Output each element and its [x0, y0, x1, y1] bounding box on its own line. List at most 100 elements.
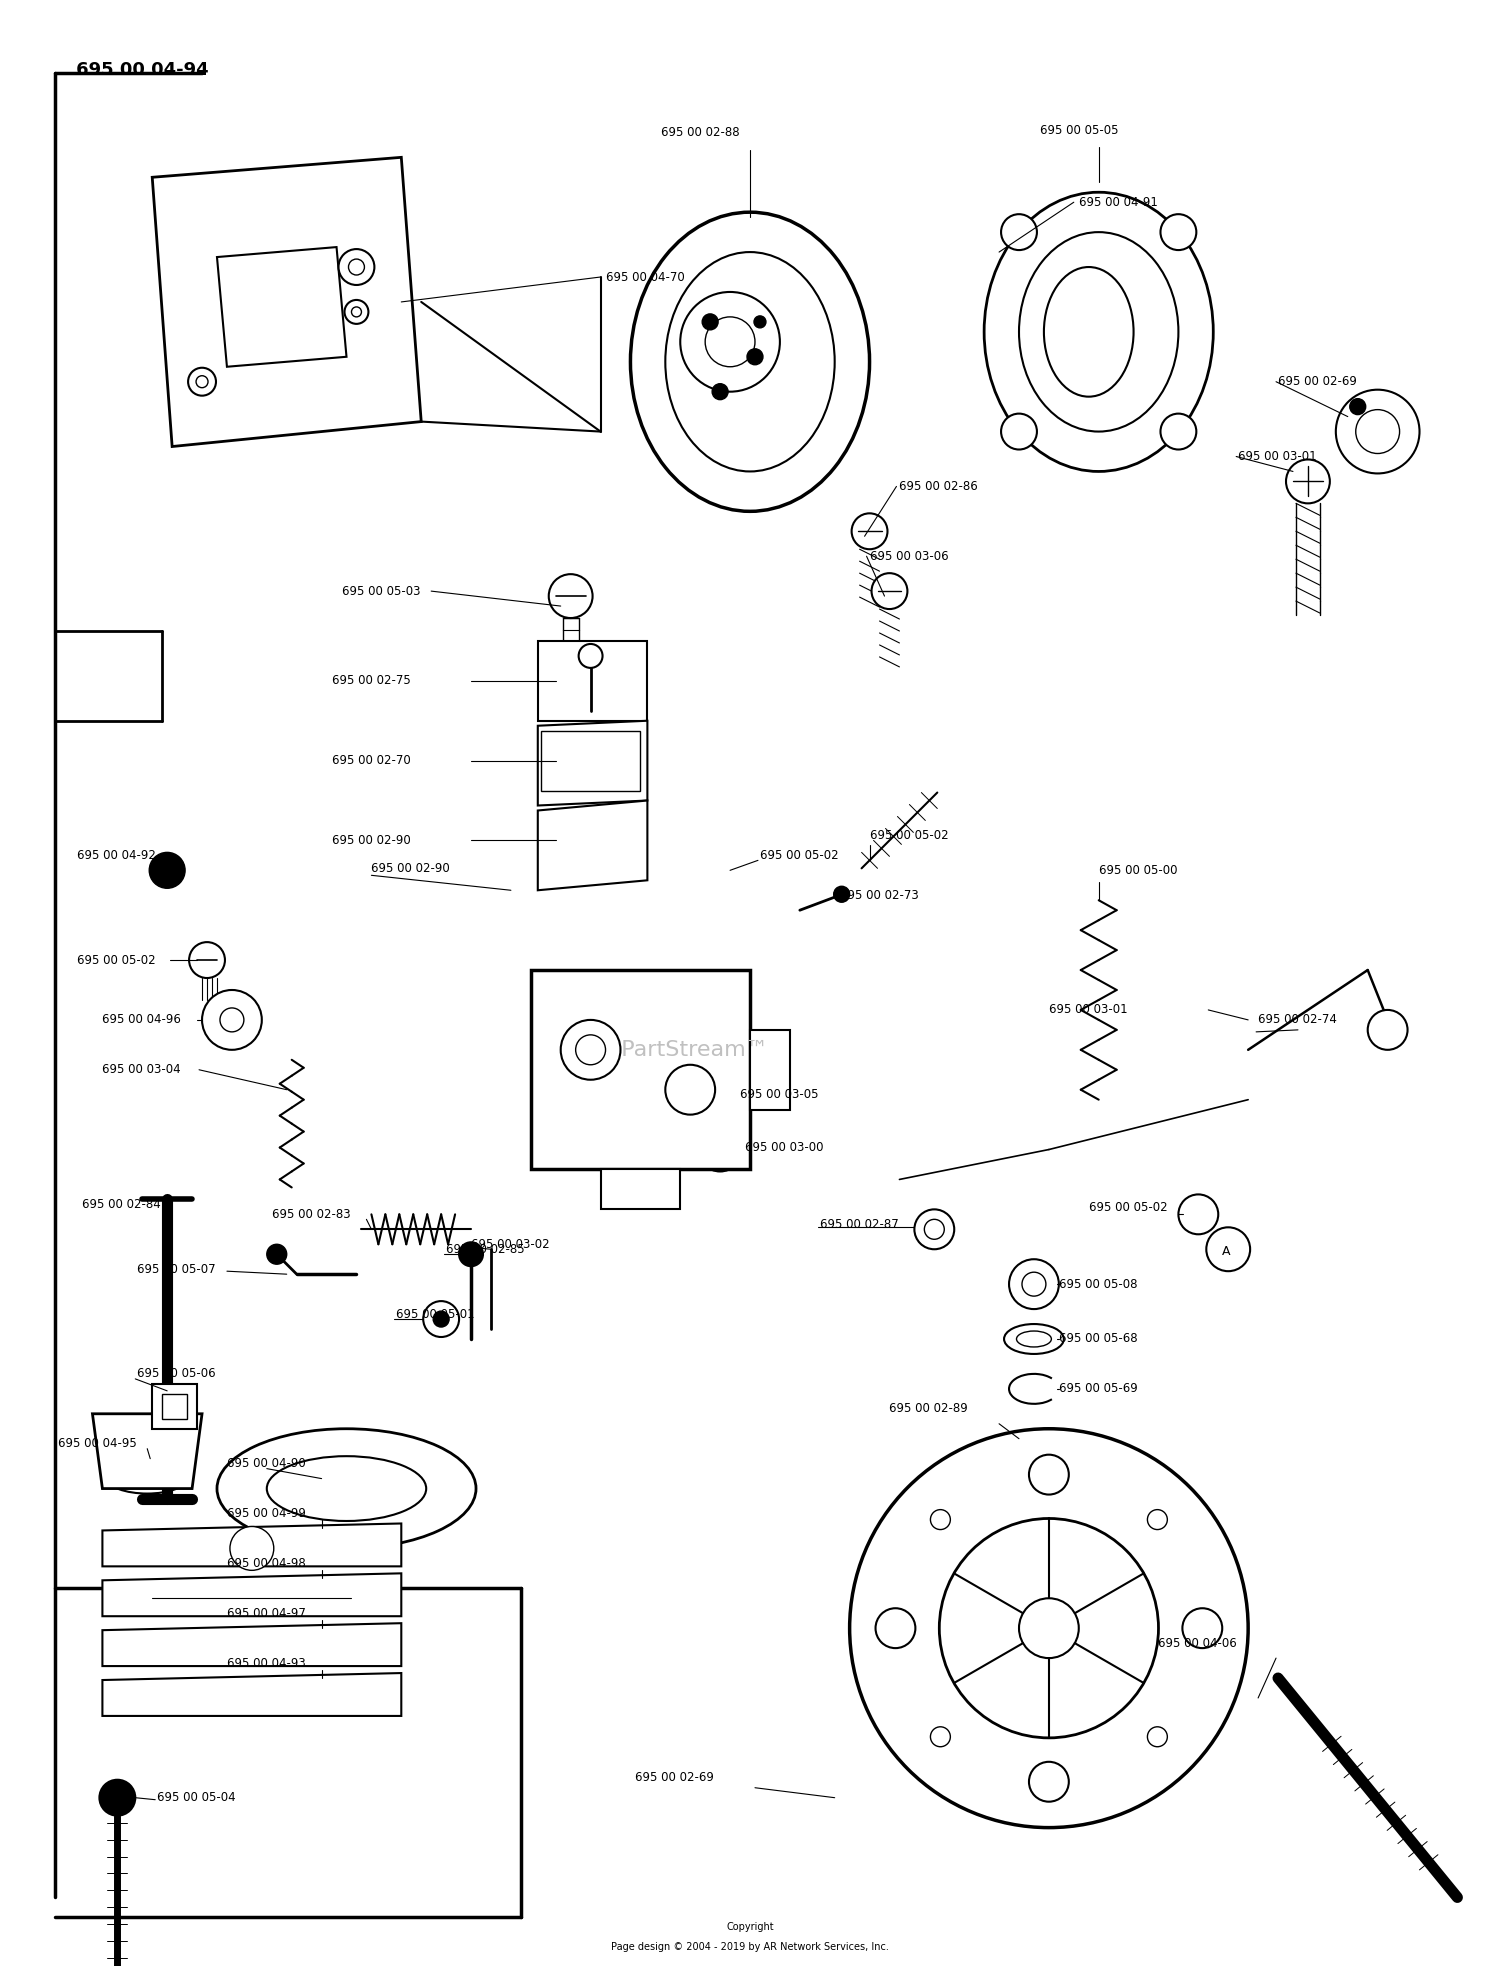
Text: 695 00 05-02: 695 00 05-02: [870, 829, 948, 843]
Circle shape: [1000, 215, 1036, 250]
Text: 695 00 03-02: 695 00 03-02: [471, 1239, 549, 1250]
Text: 695 00 04-99: 695 00 04-99: [226, 1506, 306, 1520]
Text: 695 00 05-02: 695 00 05-02: [1089, 1201, 1167, 1213]
Text: 695 00 03-05: 695 00 03-05: [740, 1089, 819, 1101]
Ellipse shape: [267, 1457, 426, 1520]
Circle shape: [189, 941, 225, 979]
Circle shape: [423, 1302, 459, 1337]
Text: 695 00 02-69: 695 00 02-69: [1278, 376, 1358, 388]
Circle shape: [681, 291, 780, 392]
Bar: [152, 1384, 196, 1429]
Text: 695 00 03-01: 695 00 03-01: [1238, 451, 1317, 463]
Text: 695 00 05-05: 695 00 05-05: [1040, 124, 1118, 138]
Circle shape: [1019, 1599, 1078, 1658]
Circle shape: [747, 349, 764, 364]
Bar: [600, 1170, 681, 1209]
Circle shape: [345, 299, 369, 323]
Text: 695 00 05-68: 695 00 05-68: [1059, 1333, 1137, 1345]
Circle shape: [202, 990, 262, 1049]
Circle shape: [1286, 459, 1330, 504]
Text: 695 00 03-04: 695 00 03-04: [102, 1063, 182, 1077]
Text: 695 00 04-06: 695 00 04-06: [1158, 1636, 1238, 1650]
Circle shape: [561, 1020, 621, 1079]
Text: 695 00 05-02: 695 00 05-02: [78, 953, 156, 967]
Ellipse shape: [666, 252, 834, 471]
Text: 695 00 02-70: 695 00 02-70: [332, 754, 411, 768]
Text: 695 00 04-96: 695 00 04-96: [102, 1014, 182, 1026]
Circle shape: [1022, 1272, 1046, 1296]
Text: 695 00 05-01: 695 00 05-01: [396, 1307, 476, 1321]
Circle shape: [1148, 1510, 1167, 1530]
Text: 695 00 04-91: 695 00 04-91: [1078, 195, 1158, 209]
Circle shape: [852, 514, 888, 549]
Text: 695 00 02-73: 695 00 02-73: [840, 888, 918, 902]
Circle shape: [754, 315, 766, 329]
Polygon shape: [542, 730, 640, 790]
Polygon shape: [102, 1524, 402, 1567]
Bar: [531, 971, 750, 1170]
Circle shape: [1368, 1010, 1407, 1049]
Text: 695 00 04-97: 695 00 04-97: [226, 1607, 306, 1620]
Polygon shape: [102, 1573, 402, 1617]
Polygon shape: [102, 1674, 402, 1715]
Text: 695 00 02-87: 695 00 02-87: [819, 1217, 898, 1231]
Circle shape: [267, 1244, 286, 1264]
Text: 695 00 02-83: 695 00 02-83: [272, 1207, 351, 1221]
Circle shape: [705, 317, 754, 366]
Text: 695 00 02-74: 695 00 02-74: [1258, 1014, 1336, 1026]
Circle shape: [339, 250, 375, 286]
Text: 695 00 02-90: 695 00 02-90: [332, 835, 411, 847]
Text: 695 00 02-85: 695 00 02-85: [446, 1242, 525, 1256]
Polygon shape: [538, 801, 648, 890]
Text: 695 00 05-07: 695 00 05-07: [138, 1262, 216, 1276]
Bar: [750, 1030, 790, 1111]
Text: . 695 00 04-94: . 695 00 04-94: [63, 61, 208, 79]
Circle shape: [834, 886, 849, 902]
Circle shape: [1161, 215, 1197, 250]
Circle shape: [666, 1065, 716, 1114]
Circle shape: [930, 1510, 951, 1530]
Text: 695 00 05-04: 695 00 05-04: [158, 1792, 236, 1804]
Circle shape: [459, 1242, 483, 1266]
Ellipse shape: [984, 193, 1214, 471]
Circle shape: [196, 376, 208, 388]
Circle shape: [930, 1727, 951, 1747]
Ellipse shape: [1017, 1331, 1052, 1347]
Circle shape: [708, 1138, 732, 1162]
Text: AltPartStream™: AltPartStream™: [592, 1040, 770, 1059]
Circle shape: [1029, 1762, 1069, 1802]
Circle shape: [1206, 1227, 1249, 1272]
Circle shape: [702, 313, 718, 331]
Circle shape: [1161, 413, 1197, 449]
Ellipse shape: [1019, 232, 1179, 431]
Text: 695 00 02-86: 695 00 02-86: [900, 480, 978, 492]
Circle shape: [698, 1128, 742, 1172]
Text: 695 00 02-75: 695 00 02-75: [332, 673, 411, 687]
Text: 695 00 02-89: 695 00 02-89: [890, 1402, 968, 1416]
Circle shape: [1179, 1195, 1218, 1235]
Circle shape: [915, 1209, 954, 1248]
Ellipse shape: [1044, 268, 1134, 396]
Circle shape: [579, 644, 603, 667]
Bar: [162, 1394, 188, 1420]
Text: 695 00 04-93: 695 00 04-93: [226, 1656, 306, 1670]
Circle shape: [1010, 1260, 1059, 1309]
Circle shape: [348, 260, 364, 276]
Circle shape: [1182, 1609, 1222, 1648]
Polygon shape: [93, 1414, 202, 1489]
Text: 695 00 02-90: 695 00 02-90: [372, 862, 450, 874]
Circle shape: [188, 368, 216, 396]
Text: Page design © 2004 - 2019 by AR Network Services, Inc.: Page design © 2004 - 2019 by AR Network …: [610, 1941, 890, 1953]
Polygon shape: [538, 721, 648, 805]
Circle shape: [230, 1526, 274, 1571]
Text: 695 00 03-06: 695 00 03-06: [870, 549, 948, 563]
Circle shape: [924, 1219, 945, 1239]
Ellipse shape: [630, 213, 870, 512]
Circle shape: [148, 853, 184, 888]
Circle shape: [849, 1429, 1248, 1827]
Circle shape: [871, 573, 907, 608]
Circle shape: [1000, 413, 1036, 449]
Circle shape: [433, 1311, 448, 1327]
Text: 695 00 04-92: 695 00 04-92: [78, 849, 156, 862]
Text: 695 00 04-70: 695 00 04-70: [606, 270, 684, 284]
